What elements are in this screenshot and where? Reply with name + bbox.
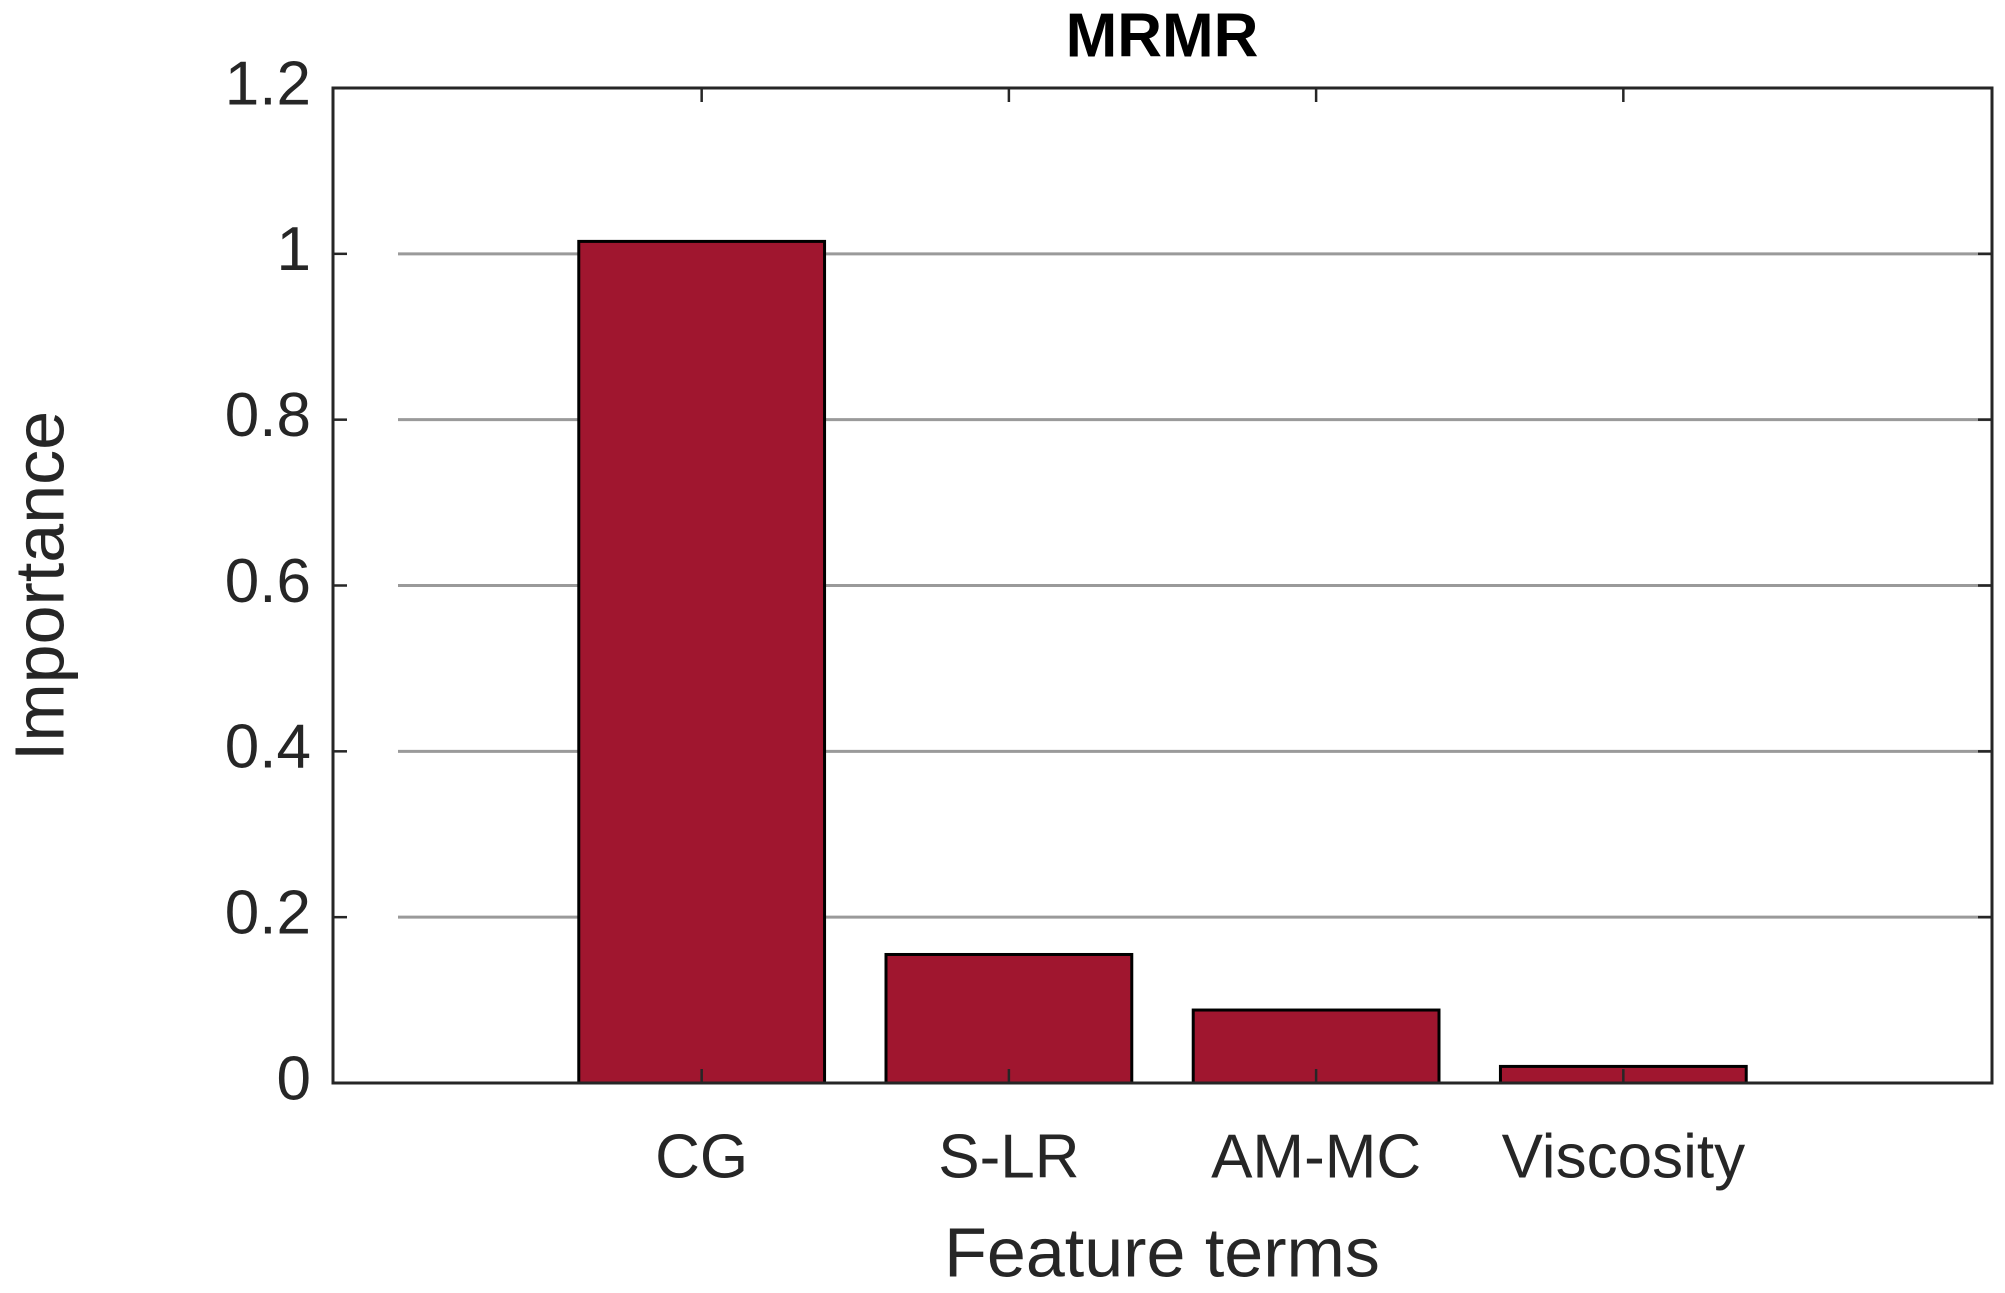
x-tick-label: CG <box>655 1122 748 1191</box>
y-tick-label: 0 <box>277 1044 311 1113</box>
bars <box>577 239 1748 1085</box>
y-tick-label: 0.6 <box>225 547 311 616</box>
x-axis-label: Feature terms <box>944 1213 1380 1291</box>
y-tick-label: 1 <box>277 215 311 284</box>
bar <box>577 239 827 1085</box>
x-tick-label: Viscosity <box>1502 1122 1746 1191</box>
x-tick-label: S-LR <box>938 1122 1079 1191</box>
y-tick-label: 0.4 <box>225 713 311 782</box>
y-tick-label: 0.2 <box>225 879 311 948</box>
x-tick-label: AM-MC <box>1211 1122 1421 1191</box>
bar <box>884 952 1134 1085</box>
y-tick-label: 0.8 <box>225 381 311 450</box>
chart-title: MRMR <box>1066 1 1259 70</box>
y-tick-label: 1.2 <box>225 49 311 118</box>
y-axis-label: Importance <box>0 411 78 761</box>
ticks: 0 0.2 0.4 0.6 0.8 1 1.2 CG S-LR AM-MC Viscosity <box>225 49 1992 1191</box>
